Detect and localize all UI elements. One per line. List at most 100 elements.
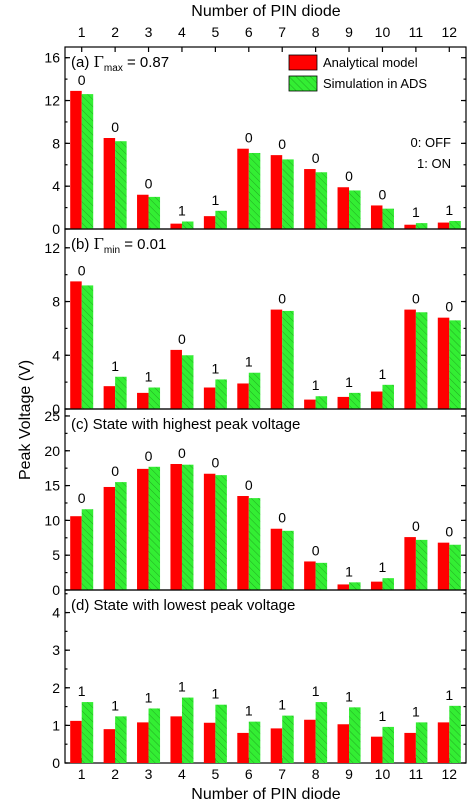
top-x-tick-label: 1 — [78, 24, 86, 40]
bar-analytical — [337, 724, 350, 763]
bottom-x-tick-label: 10 — [375, 766, 391, 782]
bar-simulation — [215, 210, 227, 229]
bar-analytical — [203, 722, 216, 763]
bar-analytical — [270, 728, 283, 763]
bar-analytical — [237, 148, 249, 229]
bar-analytical — [237, 732, 249, 763]
bottom-x-tick-label: 5 — [211, 766, 219, 782]
panel-d: 0 1 2 3 4 1 1 1 1 1 1 1 1 1 1 1 1 (d) State with lowest p… — [52, 589, 467, 771]
state-label: 1 — [178, 679, 186, 695]
bar-simulation — [415, 722, 428, 763]
y-tick-label: 4 — [52, 605, 60, 621]
y-tick-label: 15 — [44, 478, 60, 494]
bar-analytical — [237, 496, 249, 590]
bar-simulation — [148, 196, 161, 229]
legend-label-simulation: Simulation in ADS — [323, 76, 427, 91]
bar-analytical — [103, 729, 116, 763]
y-tick-label: 12 — [44, 240, 60, 256]
bar-simulation — [81, 285, 94, 409]
top-x-tick-label: 11 — [409, 24, 424, 40]
state-label: 1 — [445, 687, 453, 703]
y-tick-label: 4 — [52, 347, 60, 363]
bar-simulation — [181, 221, 194, 229]
state-label: 1 — [345, 374, 353, 390]
bar-simulation — [415, 312, 428, 409]
y-tick-label: 2 — [52, 680, 60, 696]
state-label: 1 — [412, 204, 420, 220]
y-tick-label: 1 — [52, 717, 60, 733]
legend-label-analytical: Analytical model — [323, 55, 418, 70]
bar-analytical — [137, 194, 149, 229]
state-label: 0 — [245, 477, 253, 493]
bar-analytical — [337, 396, 350, 409]
bar-simulation — [449, 220, 461, 229]
state-label: 0 — [312, 542, 320, 558]
top-x-tick-label: 2 — [111, 24, 119, 40]
bar-simulation — [282, 310, 294, 409]
state-label: 0 — [345, 168, 353, 184]
bar-analytical — [304, 719, 316, 763]
state-label: 1 — [211, 192, 219, 208]
state-label: 0 — [111, 463, 119, 479]
top-x-tick-label: 9 — [345, 24, 353, 40]
bar-analytical — [137, 392, 149, 409]
state-label: 0 — [145, 448, 153, 464]
bottom-x-tick-label: 2 — [111, 766, 119, 782]
bar-analytical — [237, 383, 249, 409]
state-label: 0 — [412, 291, 420, 307]
top-x-tick-label: 6 — [245, 24, 253, 40]
bar-analytical — [370, 736, 383, 763]
bar-analytical — [304, 399, 316, 409]
bar-simulation — [248, 721, 261, 763]
panel-title: (d) State with lowest peak voltage — [71, 597, 295, 614]
state-label: 0 — [111, 119, 119, 135]
bar-analytical — [270, 309, 283, 409]
state-label: 0 — [278, 291, 286, 307]
state-label: 1 — [145, 369, 153, 385]
state-label: 1 — [211, 360, 219, 376]
bar-simulation — [81, 702, 94, 763]
state-label: 1 — [78, 683, 86, 699]
bar-analytical — [70, 90, 82, 229]
bottom-x-tick-label: 12 — [442, 766, 458, 782]
bar-simulation — [148, 466, 161, 590]
legend: Analytical model Simulation in ADS 0: OFF 1… — [288, 54, 451, 171]
bar-simulation — [349, 392, 361, 409]
bar-simulation — [282, 530, 294, 590]
bar-analytical — [203, 473, 216, 590]
bar-analytical — [304, 169, 316, 229]
top-axis-title: Number of PIN diode — [191, 3, 341, 20]
state-label: 1 — [111, 697, 119, 713]
bar-simulation — [215, 475, 227, 590]
bar-analytical — [170, 223, 182, 229]
y-tick-label: 0 — [52, 401, 60, 417]
state-label: 0 — [211, 455, 219, 471]
state-label: 0 — [145, 176, 153, 192]
bar-analytical — [404, 537, 416, 590]
panel-title: (c) State with highest peak voltage — [71, 416, 300, 433]
state-label: 0 — [445, 524, 453, 540]
state-label: 1 — [312, 377, 320, 393]
y-tick-label: 20 — [44, 443, 60, 459]
bar-analytical — [337, 584, 350, 590]
bar-simulation — [81, 94, 94, 229]
bar-analytical — [170, 463, 182, 590]
legend-swatch-analytical — [288, 54, 318, 71]
state-label: 0 — [78, 490, 86, 506]
bar-simulation — [181, 355, 194, 409]
y-tick-label: 25 — [44, 408, 60, 424]
bar-simulation — [248, 152, 261, 229]
bar-simulation — [382, 726, 394, 763]
bar-analytical — [270, 528, 283, 590]
bar-simulation — [415, 539, 428, 590]
panel-a: 0 4 8 12 16 0 0 0 1 1 0 0 0 0 0 1 1 (a) Γmax = 0.87 — [44, 46, 467, 237]
bar-simulation — [115, 482, 127, 590]
state-label: 1 — [345, 563, 353, 579]
state-label: 1 — [245, 354, 253, 370]
bar-simulation — [382, 208, 394, 229]
state-label: 0 — [178, 445, 186, 461]
bar-simulation — [349, 582, 361, 590]
top-x-tick-label: 5 — [211, 24, 219, 40]
bar-simulation — [115, 716, 127, 763]
bar-simulation — [248, 372, 261, 409]
